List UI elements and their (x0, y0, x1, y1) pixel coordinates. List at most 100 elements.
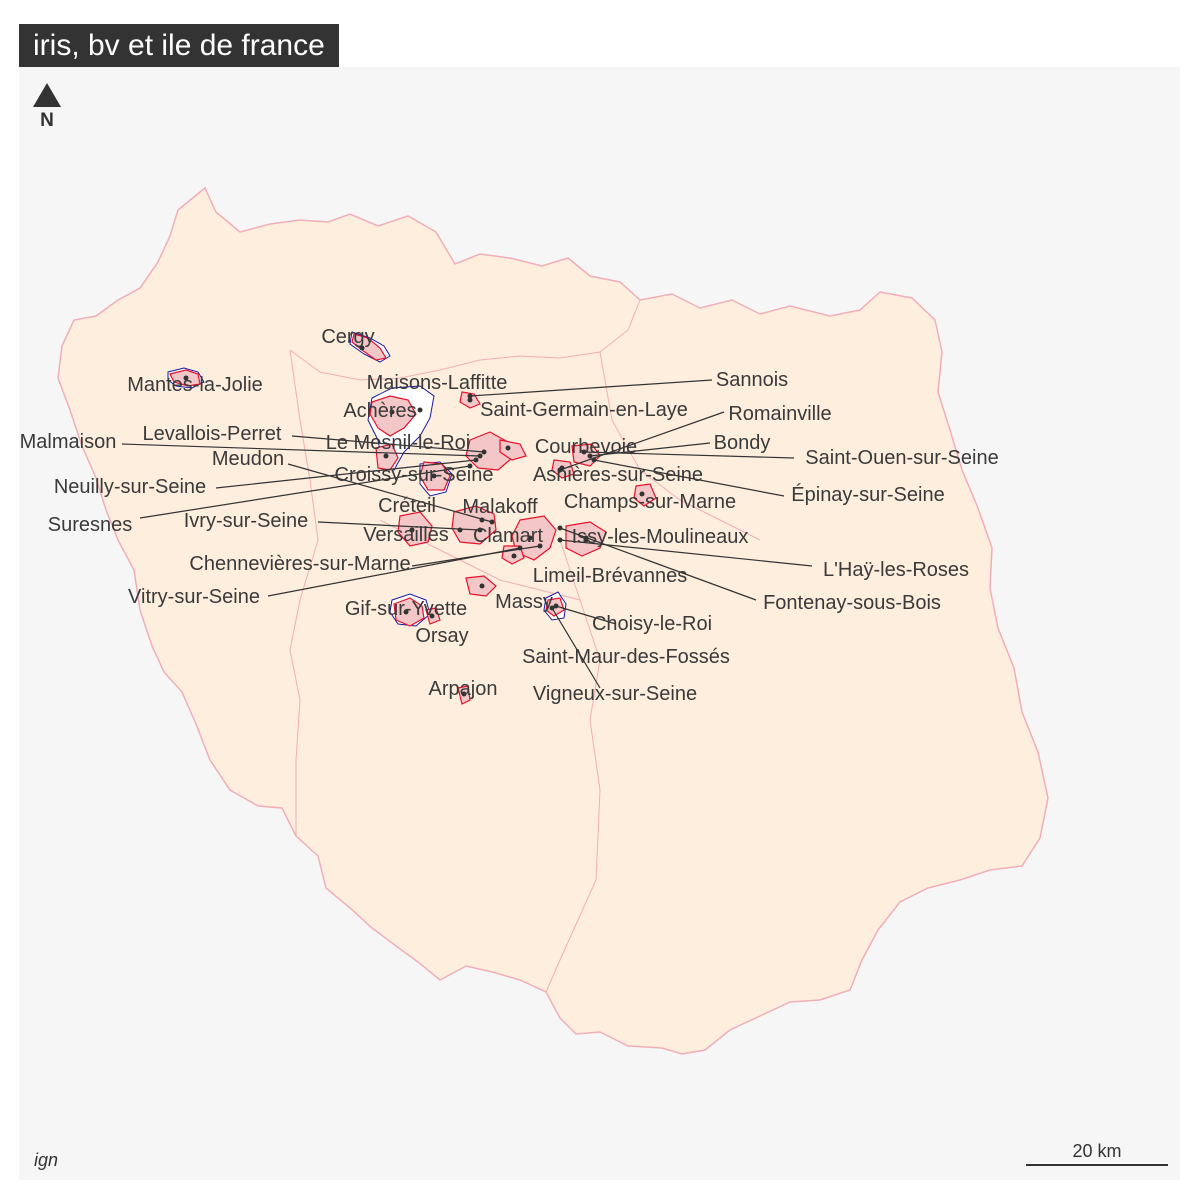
city-label-le-mesnil-le-roi: Le Mesnil-le-Roi (326, 432, 471, 454)
leader-line-bondy (589, 442, 711, 457)
city-label-epinay-sur-seine: Épinay-sur-Seine (791, 483, 944, 506)
city-label-mantes-la-jolie: Mantes-la-Jolie (127, 374, 263, 396)
city-point-fontenay-sous-bois (557, 525, 563, 531)
city-label-maisons-laffitte: Maisons-Laffitte (367, 372, 508, 394)
city-label-sannois: Sannois (716, 369, 788, 391)
city-label-orsay: Orsay (415, 625, 468, 647)
city-label-croissy-sur-seine: Croissy-sur-Seine (335, 464, 494, 486)
leader-lines (121, 379, 813, 689)
city-label-bondy: Bondy (714, 432, 771, 454)
label-layer: Cergy Mantes-la-Jolie Maisons-Laffitte Sann… (20, 326, 999, 705)
city-label-versailles: Versailles (363, 524, 449, 546)
city-label-massy: Massy (495, 591, 553, 613)
city-label-neuilly-sur-seine: Neuilly-sur-Seine (54, 476, 206, 498)
city-label-malmaison: Malmaison (20, 431, 117, 453)
iris-champs (633, 483, 657, 507)
city-label-cergy: Cergy (321, 326, 374, 348)
city-point-l-hay-les-roses (557, 537, 563, 543)
city-point-vitry-sur-seine (517, 545, 523, 551)
leader-line-vitry-sur-seine (267, 547, 521, 597)
city-point-champs-sur-marne (639, 491, 645, 497)
city-point-suresnes (467, 463, 473, 469)
leader-line-vigneux-sur-seine (551, 607, 601, 689)
north-label: N (40, 110, 54, 131)
leader-line-romainville (559, 411, 725, 471)
city-point-clamart (527, 535, 533, 541)
city-point-malakoff (479, 517, 485, 523)
city-label-chennevieres-sur-marne: Chennevières-sur-Marne (189, 553, 410, 575)
city-point-malmaison (477, 453, 483, 459)
scale-bar: 20 km (1026, 1140, 1168, 1166)
city-label-levallois-perret: Levallois-Perret (143, 423, 282, 445)
city-point-saint-ouen-sur-seine (581, 449, 587, 455)
city-point-cergy (359, 345, 365, 351)
city-label-fontenay-sous-bois: Fontenay-sous-Bois (763, 592, 941, 614)
city-label-vitry-sur-seine: Vitry-sur-Seine (128, 586, 260, 608)
map-title: iris, bv et ile de france (19, 24, 339, 67)
city-label-saint-ouen-sur-seine: Saint-Ouen-sur-Seine (805, 447, 998, 469)
city-label-meudon: Meudon (212, 448, 284, 470)
iris-malakoff (451, 505, 497, 545)
city-point-maisons-laffitte (417, 407, 423, 413)
leader-line-fontenay-sous-bois (559, 527, 757, 601)
city-label-romainville: Romainville (728, 403, 831, 425)
city-point-arpajon (461, 691, 467, 697)
iris-versailles (397, 511, 433, 547)
leader-line-neuilly-sur-seine (215, 459, 477, 489)
leader-line-saint-ouen-sur-seine (583, 451, 795, 459)
city-point-meudon (489, 519, 495, 525)
leader-line-epinay-sur-seine (593, 459, 785, 497)
city-label-creteil: Créteil (378, 495, 436, 517)
city-point-versailles (409, 527, 415, 533)
leader-line-l-hay-les-roses (559, 539, 813, 567)
city-point-saint-maur-des-fosses (583, 537, 589, 543)
city-label-champs-sur-marne: Champs-sur-Marne (564, 491, 736, 513)
scale-bar-line (1026, 1164, 1168, 1166)
city-point-levallois-perret (481, 449, 487, 455)
city-label-malakoff: Malakoff (462, 496, 538, 518)
city-point-courbevoie (505, 445, 511, 451)
city-label-saint-germain-en-laye: Saint-Germain-en-Laye (480, 399, 688, 421)
leader-line-suresnes (139, 465, 471, 519)
city-point-creteil (457, 527, 463, 533)
city-label-l-hay-les-roses: L'Haÿ-les-Roses (823, 559, 969, 581)
city-label-suresnes: Suresnes (48, 514, 133, 536)
city-label-courbevoie: Courbevoie (535, 436, 637, 458)
city-label-ivry-sur-seine: Ivry-sur-Seine (184, 510, 308, 532)
city-label-issy-les-moulineaux: Issy-les-Moulineaux (572, 526, 749, 548)
leader-line-meudon (287, 463, 493, 523)
city-point-chennevieres-sur-marne (537, 543, 543, 549)
city-point-le-mesnil-le-roi (383, 453, 389, 459)
city-label-limeil-brevannes: Limeil-Brévannes (533, 565, 688, 587)
city-label-arpajon: Arpajon (429, 678, 498, 700)
iris-cergy (351, 333, 387, 361)
city-point-acheres (389, 409, 395, 415)
city-label-vigneux-sur-seine: Vigneux-sur-Seine (533, 683, 697, 705)
city-point-bondy (587, 453, 593, 459)
city-label-saint-maur-des-fosses: Saint-Maur-des-Fossés (522, 646, 730, 668)
city-point-epinay-sur-seine (591, 457, 597, 463)
city-point-limeil-brevannes (511, 553, 517, 559)
north-arrow: N (33, 83, 61, 131)
city-point-saint-germain-en-laye (467, 397, 473, 403)
scale-label: 20 km (1072, 1141, 1122, 1161)
iris-acheres (369, 395, 417, 437)
city-point-gif-sur-yvette (403, 609, 409, 615)
city-label-gif-sur-yvette: Gif-sur-Yvette (345, 598, 467, 620)
city-point-croissy-sur-seine (431, 473, 437, 479)
city-label-choisy-le-roi: Choisy-le-Roi (592, 613, 712, 635)
iris-gif (393, 597, 425, 627)
leader-line-sannois (469, 379, 713, 397)
city-point-sannois (467, 393, 473, 399)
city-label-clamart: Clamart (473, 525, 543, 547)
source-credit: ign (34, 1150, 59, 1170)
city-label-acheres: Achères (343, 400, 416, 422)
city-point-ivry-sur-seine (477, 527, 483, 533)
city-point-asnieres-sur-seine (559, 465, 565, 471)
region-layer (57, 186, 1049, 1055)
city-point-mantes-la-jolie (183, 375, 189, 381)
leader-line-levallois-perret (291, 435, 485, 453)
iris-courbevoie (499, 439, 527, 461)
ile-de-france-outline (57, 186, 1049, 1055)
